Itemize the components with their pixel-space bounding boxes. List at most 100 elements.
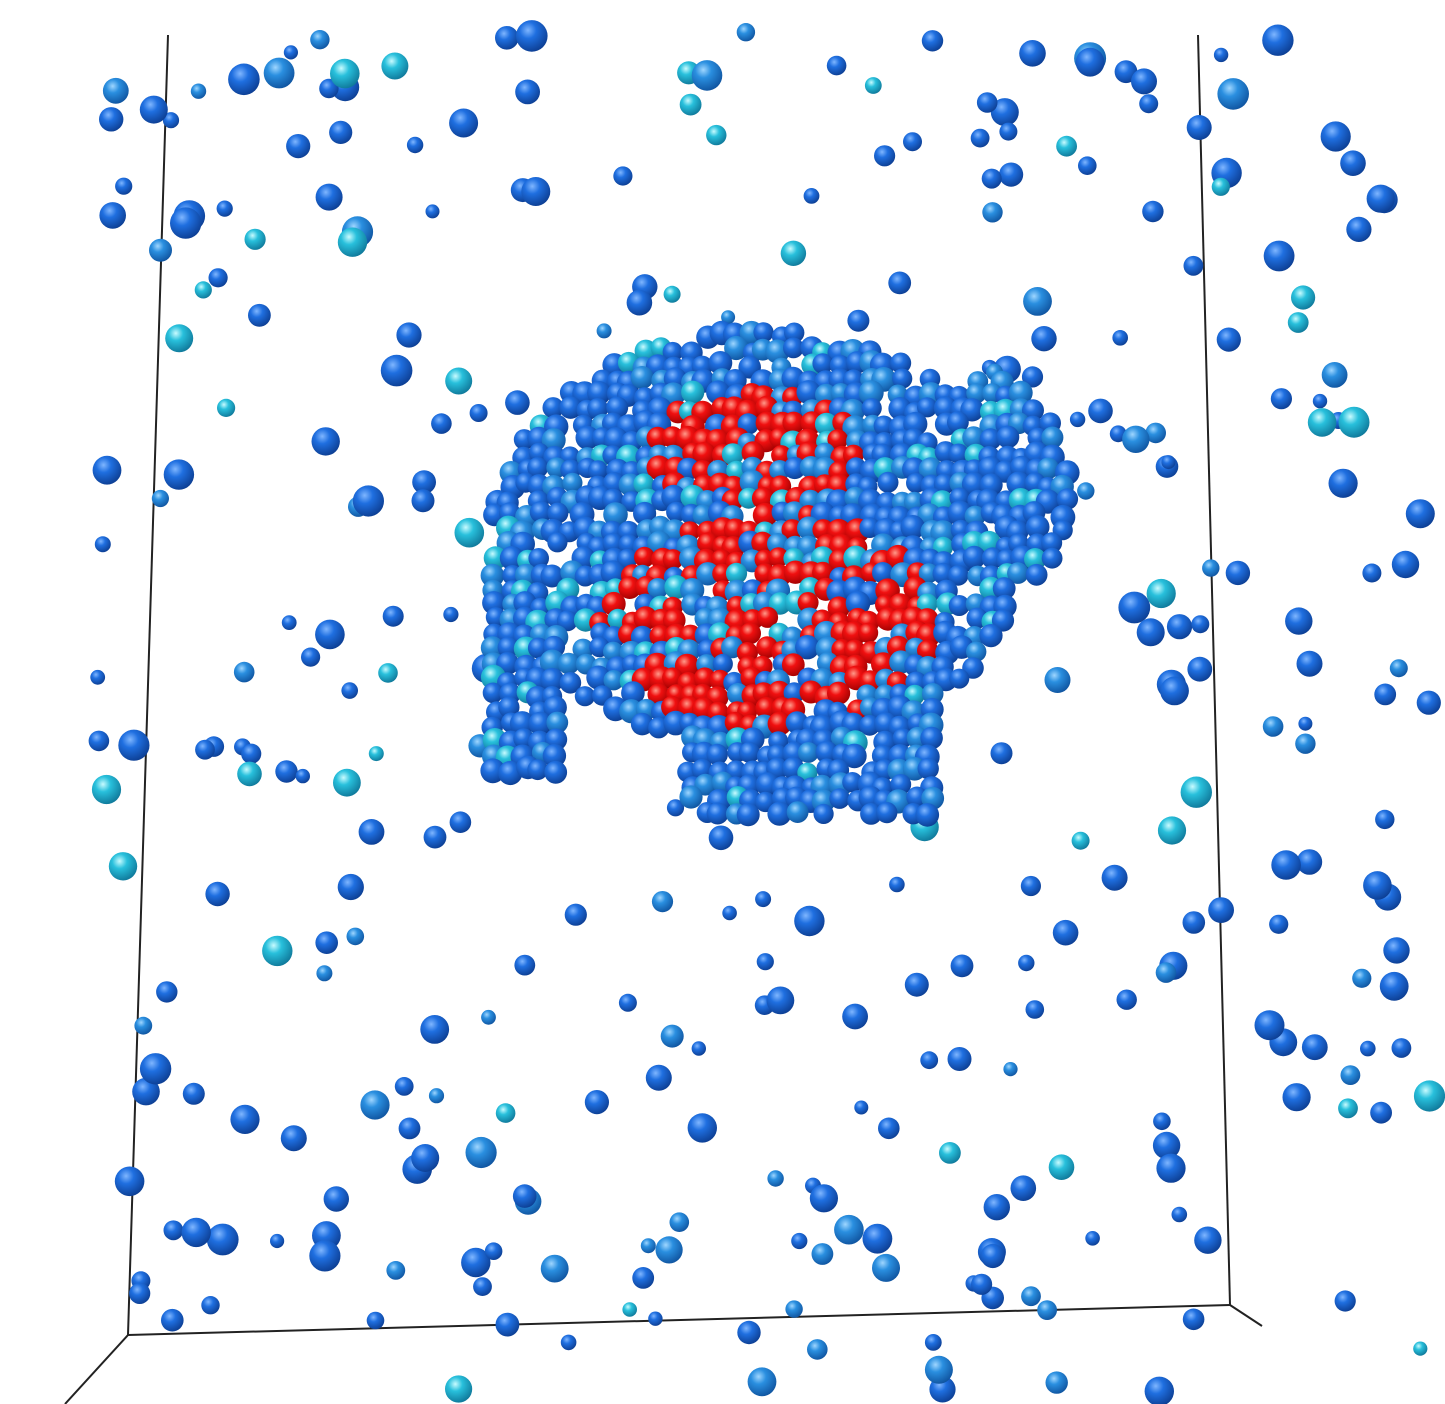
atom (473, 1277, 492, 1296)
page: (() => { const g = document.getElementBy… (0, 0, 1445, 1404)
atom (1049, 1154, 1075, 1180)
atom (140, 1053, 171, 1084)
atom (521, 177, 550, 206)
atom (381, 355, 413, 387)
atom (854, 1101, 868, 1115)
atom (631, 366, 654, 389)
atom (466, 1137, 497, 1168)
atom (613, 166, 632, 185)
atom (814, 804, 834, 824)
atom (149, 239, 172, 262)
atom (234, 662, 255, 683)
atom (1413, 1342, 1427, 1356)
atom (905, 973, 929, 997)
atom (316, 965, 332, 981)
atom (513, 1184, 537, 1208)
atom (241, 744, 261, 764)
atom (1045, 667, 1071, 693)
atom (217, 399, 235, 417)
atom (360, 1090, 389, 1119)
atom (395, 1077, 414, 1096)
atom (1137, 618, 1165, 646)
atom (925, 1356, 953, 1384)
atom (681, 381, 704, 404)
atom (99, 107, 123, 131)
atom (874, 145, 895, 166)
atom (680, 94, 702, 116)
atom (115, 178, 132, 195)
atom (1308, 408, 1337, 437)
atom (888, 272, 911, 295)
atom (1322, 362, 1348, 388)
atom (1291, 285, 1315, 309)
atom (739, 623, 761, 645)
atom (201, 1296, 219, 1314)
atom (1184, 256, 1204, 276)
atom (495, 26, 519, 50)
atom (1298, 717, 1312, 731)
atom (1264, 241, 1295, 272)
atom (429, 1088, 444, 1103)
atom (228, 64, 260, 96)
atom (922, 30, 943, 51)
atom (205, 882, 229, 906)
atom (1117, 990, 1137, 1010)
atom (312, 427, 340, 455)
atom (118, 730, 149, 761)
atom (1329, 469, 1358, 498)
atom (1070, 412, 1085, 427)
atom (1214, 48, 1228, 62)
atom (575, 686, 595, 706)
atom (296, 769, 310, 783)
atom (1288, 312, 1309, 333)
atom (164, 459, 194, 489)
atom (89, 731, 110, 752)
atom (807, 1339, 828, 1360)
atom (920, 1051, 938, 1069)
atom (903, 132, 922, 151)
atom (652, 891, 673, 912)
atom (347, 928, 365, 946)
atom (842, 1004, 868, 1030)
atom (207, 1224, 239, 1256)
atom (1339, 407, 1370, 438)
atom (1118, 592, 1150, 624)
atom (1392, 1038, 1412, 1058)
atom (1202, 559, 1219, 576)
atom (1362, 564, 1381, 583)
atom (997, 426, 1020, 449)
atom (1191, 615, 1209, 633)
atom (812, 1243, 834, 1265)
atom (999, 163, 1023, 187)
atom (95, 536, 111, 552)
atom (794, 906, 824, 936)
atom (316, 184, 343, 211)
atom (1181, 777, 1212, 808)
atom (977, 92, 998, 113)
atom (329, 121, 352, 144)
atom (443, 607, 458, 622)
atom (270, 1234, 284, 1248)
atom (1383, 937, 1409, 963)
atom (1212, 178, 1230, 196)
atom (834, 1215, 864, 1245)
atom (485, 1242, 503, 1260)
atom (1026, 564, 1048, 586)
atom (707, 803, 729, 825)
atom (1313, 394, 1327, 408)
atom (619, 994, 637, 1012)
atom (981, 1244, 1005, 1268)
atom (481, 1010, 496, 1025)
atom (341, 682, 358, 699)
atom (1285, 607, 1312, 634)
atom (1023, 287, 1052, 316)
atom (383, 606, 404, 627)
atom (781, 241, 806, 266)
atom (737, 23, 755, 41)
atom (1046, 1371, 1068, 1393)
atom (1321, 121, 1351, 151)
atom (412, 489, 435, 512)
particle-view (0, 0, 1445, 1404)
atom (1102, 865, 1128, 891)
atom (878, 472, 899, 493)
